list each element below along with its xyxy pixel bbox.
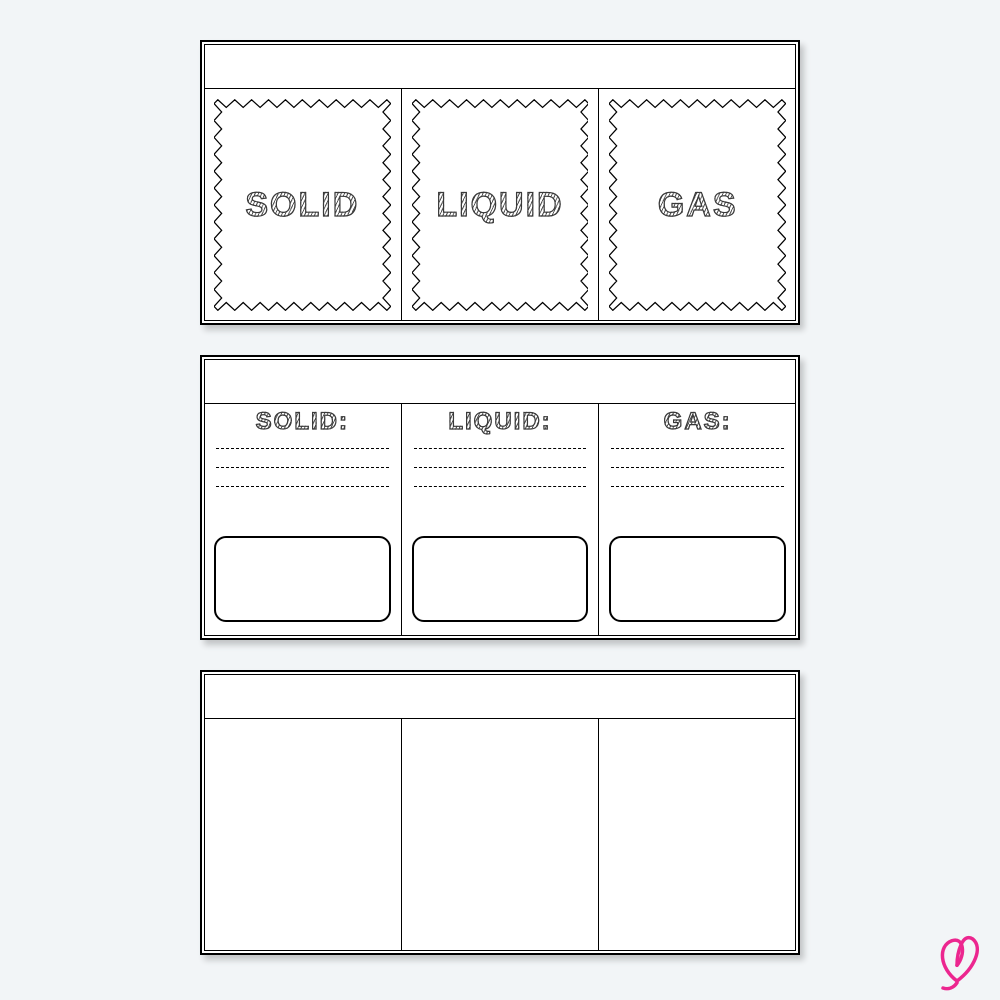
writing-lines: [414, 448, 587, 487]
card-title-bar: [204, 359, 796, 404]
column-heading: LIQUID:: [402, 408, 599, 436]
worksheet-variant-notes: SOLID: LIQUID: GAS:: [200, 355, 800, 640]
columns: [204, 719, 796, 951]
card-title-bar: [204, 674, 796, 719]
writing-lines: [216, 448, 389, 487]
column-heading: SOLID:: [204, 408, 401, 436]
column-gas: GAS:: [598, 404, 796, 636]
columns: SOLID LIQUID GAS: [204, 89, 796, 321]
column-solid: SOLID: [204, 89, 401, 321]
column-label: LIQUID: [402, 89, 599, 321]
column-heading: GAS:: [599, 408, 796, 436]
column-liquid: LIQUID:: [401, 404, 599, 636]
column-solid: SOLID:: [204, 404, 401, 636]
column-label: SOLID: [204, 89, 401, 321]
drawing-box: [609, 536, 786, 622]
dashed-line: [414, 486, 587, 487]
drawing-box: [412, 536, 589, 622]
drawing-box: [214, 536, 391, 622]
columns: SOLID: LIQUID: GAS:: [204, 404, 796, 636]
dashed-line: [216, 486, 389, 487]
writing-lines: [611, 448, 784, 487]
blank-column: [598, 719, 796, 951]
column-liquid: LIQUID: [401, 89, 599, 321]
worksheet-variant-blank: [200, 670, 800, 955]
dashed-line: [611, 448, 784, 449]
worksheet-variant-zigzag: SOLID LIQUID GAS: [200, 40, 800, 325]
column-gas: GAS: [598, 89, 796, 321]
dashed-line: [611, 486, 784, 487]
dashed-line: [611, 467, 784, 468]
dashed-line: [216, 448, 389, 449]
blank-column: [204, 719, 401, 951]
dashed-line: [216, 467, 389, 468]
worksheet-stack: SOLID LIQUID GAS SOLID:: [0, 0, 1000, 1000]
card-title-bar: [204, 44, 796, 89]
brand-watermark-icon: [922, 928, 992, 992]
dashed-line: [414, 467, 587, 468]
blank-column: [401, 719, 599, 951]
dashed-line: [414, 448, 587, 449]
column-label: GAS: [599, 89, 796, 321]
